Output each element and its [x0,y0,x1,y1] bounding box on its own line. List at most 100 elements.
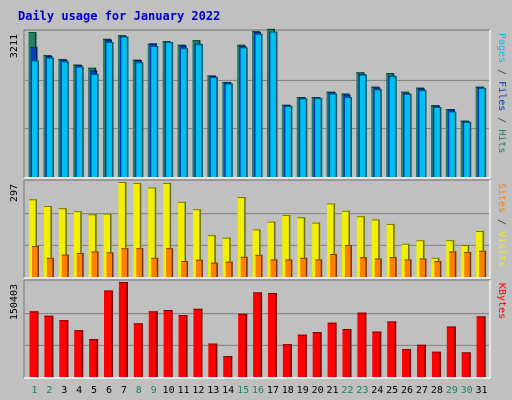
bar-shade [439,351,441,377]
bar-fill [270,259,278,277]
bar [464,252,472,277]
bar-top [327,203,336,205]
bar-fill [237,197,246,277]
bar [359,74,367,177]
bar-shade [139,182,142,277]
bar-top [371,219,380,221]
bar-fill [285,259,293,277]
bar-shade [50,205,52,277]
bar-fill [371,219,380,277]
bar-top [252,31,261,33]
bar [315,259,323,277]
bar-top [61,254,69,256]
bar-fill [372,331,382,377]
bar-top [330,253,338,255]
bar-fill [91,74,99,177]
bar-shade [67,254,69,277]
bar [359,257,367,277]
bar-fill [327,203,336,277]
bar-fill [270,31,278,178]
bar-fill [59,320,69,377]
day-label: 19 [297,385,309,396]
bar-top [255,33,263,35]
bar-top [210,77,218,79]
bar-shade [439,261,442,277]
bar [341,210,350,277]
bar [46,57,54,177]
bar-shade [378,219,380,277]
bar-shade [199,209,201,277]
bar-top [46,57,54,59]
bar-fill [312,332,322,377]
bar-shade [303,217,306,277]
bar-top [121,248,129,250]
bar-top [60,59,68,61]
bar-fill [285,106,293,177]
bar [61,254,69,277]
bar-top [415,87,424,89]
bar [297,217,306,277]
bar-top [476,316,486,318]
bar-top [225,261,233,263]
bar [374,258,382,277]
bar-top [461,352,471,354]
bar [76,253,84,277]
bar [312,332,322,377]
bar-top [59,320,69,322]
bar-top [266,28,275,30]
day-label: 31 [476,385,488,396]
bar [118,282,128,377]
bar-fill [181,48,189,178]
bar-shade [82,253,84,277]
bar-top [44,315,54,317]
bar-top [386,223,395,225]
bar-shade [409,349,412,377]
bar [88,214,97,277]
bar-top [330,93,338,95]
day-label: 18 [282,385,294,396]
bar-shade [201,259,203,277]
panel-max-label: 150403 [9,284,20,320]
bar-top [178,201,187,203]
bar [252,229,261,277]
bar-top [479,88,487,90]
bar-top [105,39,113,41]
bar-top [298,97,306,99]
bar-fill [121,248,129,277]
bar [151,46,159,177]
bar [151,257,159,277]
bar [449,251,457,277]
bar-fill [464,121,472,177]
bar-fill [342,328,352,377]
bar [476,316,486,377]
bar-top [106,41,114,43]
bar-top [344,245,352,247]
bar-top [104,290,114,292]
bar-top [255,254,263,256]
bar [270,259,278,277]
bar-top [446,240,455,242]
bar-top [89,339,99,341]
bar-shade [126,248,129,277]
bar-top [76,253,84,255]
bar-shade [273,221,276,277]
bar-top [297,217,306,219]
bar-shade [454,326,456,377]
bar-shade [318,222,321,277]
bar-top [223,356,233,358]
bar-fill [163,310,173,377]
bar-shade [335,253,338,277]
day-label: 13 [207,385,219,396]
bar [402,349,412,377]
bar [285,106,293,177]
bar-top [312,332,322,334]
bar-fill [121,36,129,177]
bar [386,223,395,277]
bar [58,208,67,277]
bar-top [328,92,336,94]
bar-top [431,351,441,353]
bar-top [75,65,83,67]
bar-shade [410,259,412,277]
bar-fill [178,201,187,277]
bar-shade [349,328,352,377]
